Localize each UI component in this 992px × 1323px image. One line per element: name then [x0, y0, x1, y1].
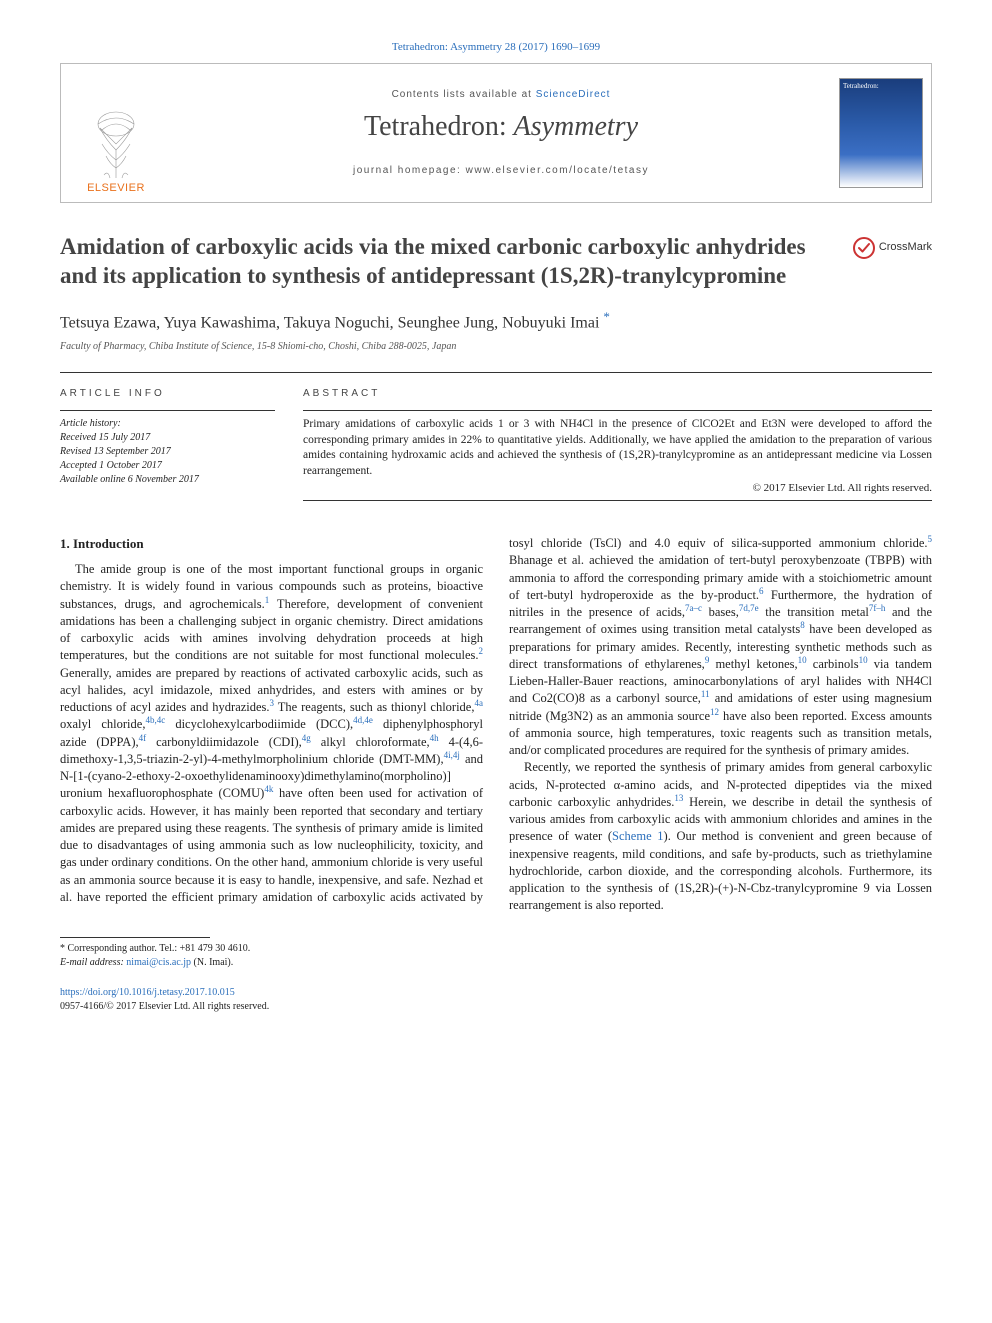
publisher-name: ELSEVIER [87, 181, 145, 196]
issn-copyright: 0957-4166/© 2017 Elsevier Ltd. All right… [60, 1000, 932, 1014]
journal-title-cell: Contents lists available at ScienceDirec… [171, 64, 831, 202]
ref-13[interactable]: 13 [674, 793, 683, 803]
p2e: the transition metal [759, 605, 869, 619]
abstract-copyright: © 2017 Elsevier Ltd. All rights reserved… [303, 481, 932, 496]
p1e: oxalyl chloride, [60, 717, 145, 731]
ref-4b4c[interactable]: 4b,4c [145, 715, 165, 725]
doi-link[interactable]: https://doi.org/10.1016/j.tetasy.2017.10… [60, 987, 235, 998]
corresponding-author: * Corresponding author. Tel.: +81 479 30… [60, 942, 932, 956]
journal-name-italic: Asymmetry [514, 111, 638, 142]
received-date: Received 15 July 2017 [60, 431, 275, 445]
abstract-column: ABSTRACT Primary amidations of carboxyli… [303, 387, 932, 525]
ref-4k[interactable]: 4k [264, 784, 273, 794]
sciencedirect-link[interactable]: ScienceDirect [536, 89, 611, 100]
ref-4f[interactable]: 4f [139, 732, 147, 742]
p1f: dicyclohexylcarbodiimide (DCC), [165, 717, 353, 731]
ref-7fh[interactable]: 7f–h [869, 603, 886, 613]
abstract-body: Primary amidations of carboxylic acids 1… [303, 410, 932, 496]
contents-available-line: Contents lists available at ScienceDirec… [392, 88, 611, 102]
ref-7ac[interactable]: 7a–c [685, 603, 702, 613]
history-label: Article history: [60, 417, 275, 431]
ref-4g[interactable]: 4g [302, 732, 311, 742]
revised-date: Revised 13 September 2017 [60, 445, 275, 459]
p2i: carbinols [807, 657, 859, 671]
ref-7d7e[interactable]: 7d,7e [739, 603, 759, 613]
ref-11[interactable]: 11 [701, 689, 710, 699]
ref-10a[interactable]: 10 [798, 655, 807, 665]
abstract-text: Primary amidations of carboxylic acids 1… [303, 418, 932, 477]
online-date: Available online 6 November 2017 [60, 473, 275, 487]
body-columns: 1. Introduction The amide group is one o… [60, 535, 932, 915]
p1i: alkyl chloroformate, [311, 735, 430, 749]
p1d: The reagents, such as thionyl chloride, [274, 700, 474, 714]
cover-thumb-title: Tetrahedron: [843, 82, 919, 91]
cover-thumbnail-cell: Tetrahedron: [831, 64, 931, 202]
cover-thumbnail: Tetrahedron: [839, 78, 923, 188]
p1h: carbonyldiimidazole (CDI), [146, 735, 302, 749]
authors-names: Tetsuya Ezawa, Yuya Kawashima, Takuya No… [60, 315, 603, 332]
article-info-heading: ARTICLE INFO [60, 387, 275, 401]
ref-4h[interactable]: 4h [430, 732, 439, 742]
footnote-rule [60, 937, 210, 938]
crossmark-icon [853, 237, 875, 259]
ref-4a[interactable]: 4a [474, 698, 483, 708]
article-info-column: ARTICLE INFO Article history: Received 1… [60, 387, 275, 525]
ref-12[interactable]: 12 [710, 707, 719, 717]
ref-4i4j[interactable]: 4i,4j [444, 750, 460, 760]
ref-5[interactable]: 5 [928, 534, 933, 544]
section-1-heading: 1. Introduction [60, 535, 483, 553]
crossmark-label: CrossMark [879, 240, 932, 255]
email-label: E-mail address: [60, 957, 126, 968]
article-history: Article history: Received 15 July 2017 R… [60, 410, 275, 487]
scheme-1-link[interactable]: Scheme 1 [612, 829, 663, 843]
abstract-bottom-rule [303, 500, 932, 501]
email-who: (N. Imai). [191, 957, 233, 968]
authors-line: Tetsuya Ezawa, Yuya Kawashima, Takuya No… [60, 308, 932, 334]
journal-name: Tetrahedron: Asymmetry [364, 108, 638, 146]
p1l: have often been used for activation of c… [60, 786, 483, 886]
contents-prefix: Contents lists available at [392, 89, 536, 100]
citation-line: Tetrahedron: Asymmetry 28 (2017) 1690–16… [60, 40, 932, 55]
journal-homepage: journal homepage: www.elsevier.com/locat… [353, 164, 649, 178]
accepted-date: Accepted 1 October 2017 [60, 459, 275, 473]
elsevier-tree-icon [86, 109, 146, 181]
corresponding-email-line: E-mail address: nimai@cis.ac.jp (N. Imai… [60, 956, 932, 970]
abstract-heading: ABSTRACT [303, 387, 932, 401]
ref-4d4e[interactable]: 4d,4e [353, 715, 373, 725]
journal-name-main: Tetrahedron: [364, 111, 514, 142]
ref-10b[interactable]: 10 [859, 655, 868, 665]
intro-paragraph-2: Recently, we reported the synthesis of p… [509, 759, 932, 914]
page-footer: * Corresponding author. Tel.: +81 479 30… [60, 937, 932, 1014]
ref-2[interactable]: 2 [479, 646, 484, 656]
p2h: methyl ketones, [709, 657, 797, 671]
email-link[interactable]: nimai@cis.ac.jp [126, 957, 191, 968]
corresponding-mark: * [603, 309, 610, 324]
article-title: Amidation of carboxylic acids via the mi… [60, 233, 810, 291]
p2d: bases, [702, 605, 739, 619]
journal-header: ELSEVIER Contents lists available at Sci… [60, 63, 932, 203]
affiliation: Faculty of Pharmacy, Chiba Institute of … [60, 340, 932, 354]
crossmark-badge[interactable]: CrossMark [853, 237, 932, 259]
publisher-logo-cell: ELSEVIER [61, 64, 171, 202]
